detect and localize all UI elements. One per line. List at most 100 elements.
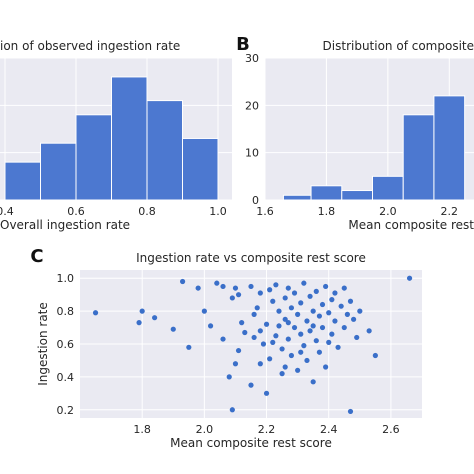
scatter-point: [232, 285, 239, 291]
x-tick-label: 1.6: [256, 205, 274, 218]
scatter-point: [354, 334, 360, 341]
scatter-point: [170, 326, 176, 332]
y-tick-label: 1.0: [57, 272, 75, 285]
x-tick-label: 2.6: [382, 423, 400, 436]
scatter-point: [316, 349, 322, 355]
scatter-point: [285, 285, 291, 291]
y-tick-label: 0.8: [57, 305, 75, 318]
scatter-point: [207, 323, 214, 329]
scatter-point: [267, 356, 273, 362]
scatter-point: [326, 310, 332, 316]
scatter-point: [251, 311, 257, 317]
scatter-point: [291, 324, 298, 331]
scatter-point: [298, 349, 304, 355]
scatter-point: [257, 290, 263, 296]
scatter-point: [310, 308, 316, 314]
x-tick-label: 2.0: [379, 205, 397, 218]
scatter-point: [263, 321, 270, 327]
scatter-point: [319, 324, 326, 331]
scatter-point: [248, 283, 254, 290]
chart-title: ion of observed ingestion rate: [0, 39, 180, 53]
scatter-point: [316, 313, 322, 319]
scatter-point: [351, 316, 357, 322]
scatter-point: [226, 374, 232, 380]
scatter-point: [201, 308, 207, 314]
scatter-point: [186, 344, 192, 350]
scatter-point: [267, 287, 273, 293]
scatter-point: [301, 280, 307, 286]
scatter-point: [273, 333, 279, 339]
scatter-point: [344, 311, 350, 317]
x-axis-label: Mean composite rest score: [170, 436, 332, 450]
scatter-point: [295, 311, 301, 317]
scatter-point: [406, 275, 413, 281]
histogram-bar: [75, 114, 112, 201]
scatter-point: [341, 285, 347, 291]
scatter-point: [214, 280, 220, 286]
histogram-bar: [402, 114, 435, 201]
scatter-point: [152, 315, 158, 321]
scatter-point: [257, 328, 263, 334]
histogram-bar: [372, 175, 404, 201]
scatter-point: [235, 347, 242, 354]
scatter-point: [291, 290, 298, 296]
y-tick-label: 30: [245, 52, 259, 65]
histogram-bar: [146, 100, 183, 201]
scatter-point: [260, 341, 267, 347]
scatter-point: [270, 298, 276, 304]
scatter-point: [282, 316, 288, 322]
scatter-point: [257, 361, 263, 367]
scatter-point: [304, 357, 310, 364]
x-tick-label: 1.8: [133, 423, 151, 436]
scatter-point: [347, 408, 354, 415]
panel-c-scatter: 1.8 2.0 2.2 2.4 2.6 0.2 0.4 0.6 0.8 1.0 Ingestion …: [30, 246, 422, 450]
scatter-point: [372, 352, 378, 359]
x-tick-label: 2.0: [196, 423, 214, 436]
scatter-point: [195, 285, 201, 291]
scatter-point: [366, 328, 372, 334]
scatter-point: [313, 338, 319, 344]
scatter-point: [338, 303, 344, 309]
scatter-point: [282, 295, 288, 301]
scatter-point: [319, 301, 326, 308]
histogram-bar: [310, 185, 343, 201]
scatter-point: [229, 295, 235, 301]
scatter-point: [323, 364, 329, 370]
histogram-bar: [341, 190, 373, 201]
scatter-point: [254, 305, 260, 311]
scatter-point: [239, 320, 245, 326]
scatter-point: [180, 278, 186, 285]
scatter-point: [329, 297, 335, 303]
scatter-point: [279, 371, 285, 377]
scatter-point: [329, 331, 335, 337]
histogram-bar: [182, 137, 219, 201]
chart-title: Distribution of composite: [323, 39, 474, 53]
scatter-point: [298, 300, 304, 306]
y-axis-label: Ingestion rate: [36, 302, 50, 386]
scatter-point: [136, 320, 142, 326]
scatter-point: [288, 352, 295, 359]
y-tick-label: 0.6: [57, 338, 75, 351]
scatter-point: [285, 320, 291, 326]
x-axis-label: Overall ingestion rate: [0, 218, 130, 232]
scatter-point: [347, 298, 354, 304]
scatter-point: [326, 339, 332, 345]
panel-label: C: [30, 246, 43, 267]
scatter-point: [220, 336, 226, 342]
scatter-point: [220, 283, 226, 290]
scatter-point: [304, 318, 310, 324]
scatter-point: [242, 329, 248, 336]
scatter-point: [307, 293, 313, 299]
scatter-point: [288, 305, 295, 311]
scatter-point: [332, 290, 338, 296]
x-tick-label: 2.2: [441, 205, 459, 218]
scatter-point: [341, 324, 347, 331]
x-axis-label: Mean composite rest: [348, 218, 474, 232]
scatter-point: [251, 334, 257, 341]
scatter-point: [273, 282, 279, 288]
histogram-bar: [40, 142, 77, 201]
scatter-point: [307, 328, 313, 334]
x-tick-label: 2.4: [320, 423, 338, 436]
histogram-bar: [111, 76, 148, 201]
x-tick-label: 0.8: [138, 205, 156, 218]
